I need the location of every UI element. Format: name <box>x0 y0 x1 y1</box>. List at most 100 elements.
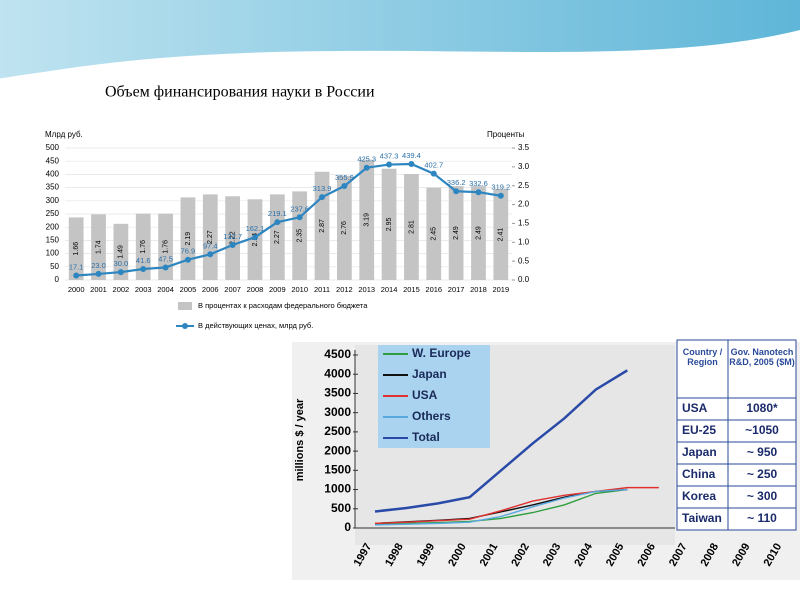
y-tick-label: 2500 <box>324 424 351 438</box>
legend-label: В процентах к расходам федерального бюдж… <box>198 301 368 310</box>
bar <box>68 217 84 280</box>
bar <box>493 189 509 280</box>
bar <box>158 213 173 280</box>
table-cell: China <box>682 467 716 481</box>
bar-value-label: 2.49 <box>453 226 460 240</box>
legend-label: Others <box>412 409 451 423</box>
line-point <box>430 170 437 177</box>
x-tick-label: 2011 <box>314 285 330 294</box>
line-point <box>184 256 191 263</box>
table-cell: ~ 300 <box>747 489 778 503</box>
line-point <box>319 194 326 201</box>
legend-label: Total <box>412 430 440 444</box>
legend-swatch <box>182 323 188 329</box>
table-cell: ~ 250 <box>747 467 778 481</box>
table-cell: ~ 950 <box>747 445 778 459</box>
bar-value-label: 2.35 <box>297 229 304 243</box>
header-wave <box>0 0 800 80</box>
line <box>374 369 628 513</box>
line-value-label: 439.4 <box>402 151 421 160</box>
line-point <box>363 164 370 171</box>
line-value-label: 313.9 <box>313 184 332 193</box>
y-tick-label: 2000 <box>324 443 351 457</box>
y-tick-label: 3500 <box>324 386 351 400</box>
table-cell: EU-25 <box>682 423 716 437</box>
y-tick-label: 50 <box>50 262 59 271</box>
bar <box>404 174 419 280</box>
line-value-label: 30.0 <box>114 259 129 268</box>
table-header-text: Country / Region <box>682 347 723 367</box>
line-value-label: 17.1 <box>69 262 84 271</box>
bar-value-label: 2.19 <box>185 232 192 246</box>
bar-value-label: 2.27 <box>274 230 281 244</box>
line-value-label: 47.5 <box>158 254 173 263</box>
y-tick-label: 400 <box>46 170 60 179</box>
line-point <box>497 192 504 199</box>
y2-tick-label: 2.0 <box>518 200 530 209</box>
line-value-label: 97.4 <box>203 241 218 250</box>
y-tick-label: 200 <box>46 222 60 231</box>
bar <box>135 213 151 280</box>
line-value-label: 237.6 <box>290 204 309 213</box>
bar <box>471 186 486 280</box>
y-tick-label: 1500 <box>324 463 351 477</box>
table-bg <box>676 339 797 531</box>
line-point <box>453 188 460 195</box>
x-tick-label: 2007 <box>224 285 241 294</box>
y-tick-label: 450 <box>46 156 60 165</box>
bar <box>269 194 285 280</box>
line-point <box>207 251 214 258</box>
y-tick-label: 1000 <box>324 482 351 496</box>
x-tick-label: 2013 <box>358 285 375 294</box>
bar-value-label: 1.66 <box>73 242 80 256</box>
legend-label: Japan <box>412 367 447 381</box>
bar <box>336 175 352 280</box>
y2-tick-label: 0.0 <box>518 275 530 284</box>
y2-tick-label: 1.0 <box>518 237 530 246</box>
table-cell: Korea <box>682 489 716 503</box>
line-value-label: 425.3 <box>357 155 376 164</box>
bar-value-label: 2.41 <box>498 228 505 242</box>
legend-label: В действующих ценах, млрд руб. <box>198 321 313 330</box>
x-tick-label: 2015 <box>403 285 420 294</box>
line-value-label: 41.6 <box>136 256 151 265</box>
bar-value-label: 1.49 <box>118 245 125 259</box>
line-value-label: 319.2 <box>491 183 510 192</box>
x-tick-label: 2005 <box>180 285 197 294</box>
line-value-label: 402.7 <box>424 161 443 170</box>
table-cell: ~1050 <box>745 423 779 437</box>
y-tick-label: 500 <box>46 143 60 152</box>
bar-value-label: 1.76 <box>140 240 147 254</box>
y2-tick-label: 3.5 <box>518 143 530 152</box>
bar-value-label: 2.87 <box>319 219 326 233</box>
x-tick-label: 2017 <box>448 285 465 294</box>
line-point <box>229 241 236 248</box>
line-value-label: 76.9 <box>181 247 196 256</box>
line-value-label: 23.0 <box>91 261 106 270</box>
bar-value-label: 3.19 <box>364 213 371 227</box>
line-point <box>341 183 348 190</box>
bar-value-label: 2.22 <box>229 231 236 245</box>
table-cell: USA <box>682 401 708 415</box>
y2-tick-label: 1.5 <box>518 219 530 228</box>
y-tick-label: 4500 <box>324 347 351 361</box>
x-tick-label: 2010 <box>291 285 308 294</box>
bar <box>381 168 397 280</box>
line-value-label: 132.7 <box>223 232 242 241</box>
line-value-label: 219.1 <box>268 209 287 218</box>
y-tick-label: 300 <box>46 196 60 205</box>
line-point <box>251 234 258 241</box>
x-tick-label: 2006 <box>202 285 219 294</box>
bar <box>91 214 106 280</box>
x-tick-label: 2012 <box>336 285 353 294</box>
y-tick-label: 500 <box>331 501 351 515</box>
slide-title: Объем финансирования науки в России <box>105 84 375 101</box>
bar-value-label: 1.74 <box>95 240 102 254</box>
y-tick-label: 150 <box>46 236 60 245</box>
line-point <box>73 272 80 279</box>
line <box>76 162 501 277</box>
bar <box>448 186 464 280</box>
x-tick-label: 2014 <box>381 285 398 294</box>
x-tick-label: 2001 <box>90 285 107 294</box>
